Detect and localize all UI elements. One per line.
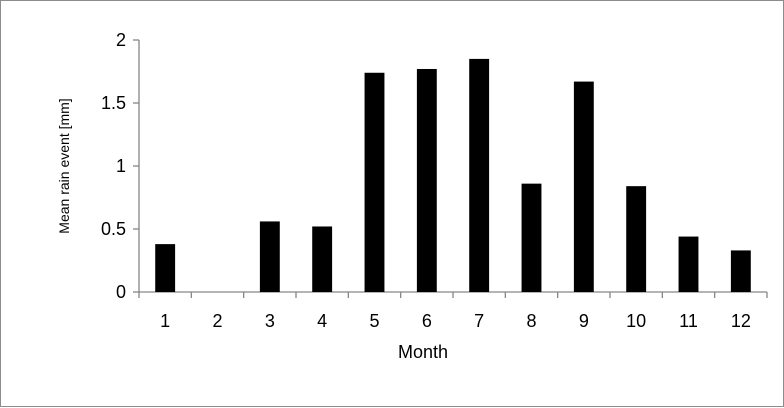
bar bbox=[521, 183, 542, 292]
bar bbox=[155, 244, 176, 292]
x-tick-label: 12 bbox=[731, 311, 751, 331]
y-tick-label: 0 bbox=[116, 282, 126, 302]
bar bbox=[259, 221, 280, 292]
x-tick-label: 3 bbox=[265, 311, 275, 331]
x-tick-label: 1 bbox=[160, 311, 170, 331]
bar bbox=[730, 250, 751, 292]
x-tick-label: 11 bbox=[679, 311, 698, 331]
x-tick-label: 6 bbox=[422, 311, 432, 331]
x-axis: 1 2 3 4 5 6 7 8 9 10 11 12 bbox=[138, 291, 768, 331]
bar bbox=[364, 72, 385, 292]
x-tick-label: 8 bbox=[526, 311, 536, 331]
bar bbox=[678, 236, 699, 292]
y-tick-label: 1.5 bbox=[101, 93, 126, 113]
bar bbox=[312, 226, 333, 292]
bars bbox=[155, 58, 751, 293]
bar bbox=[469, 58, 490, 293]
x-axis-title: Month bbox=[398, 342, 448, 362]
y-tick-label: 1 bbox=[116, 156, 126, 176]
bar bbox=[416, 68, 437, 292]
x-tick-label: 10 bbox=[626, 311, 646, 331]
bar bbox=[573, 81, 594, 292]
y-axis: 0 0.5 1 1.5 2 bbox=[101, 30, 140, 302]
x-tick-label: 5 bbox=[369, 311, 379, 331]
x-tick-label: 9 bbox=[579, 311, 589, 331]
x-tick-label: 2 bbox=[212, 311, 222, 331]
x-tick-label: 7 bbox=[474, 311, 484, 331]
y-tick-label: 0.5 bbox=[101, 219, 126, 239]
y-tick-label: 2 bbox=[116, 30, 126, 50]
bar bbox=[626, 186, 647, 292]
y-axis-title: Mean rain event [mm] bbox=[56, 98, 72, 233]
x-tick-label: 4 bbox=[317, 311, 327, 331]
